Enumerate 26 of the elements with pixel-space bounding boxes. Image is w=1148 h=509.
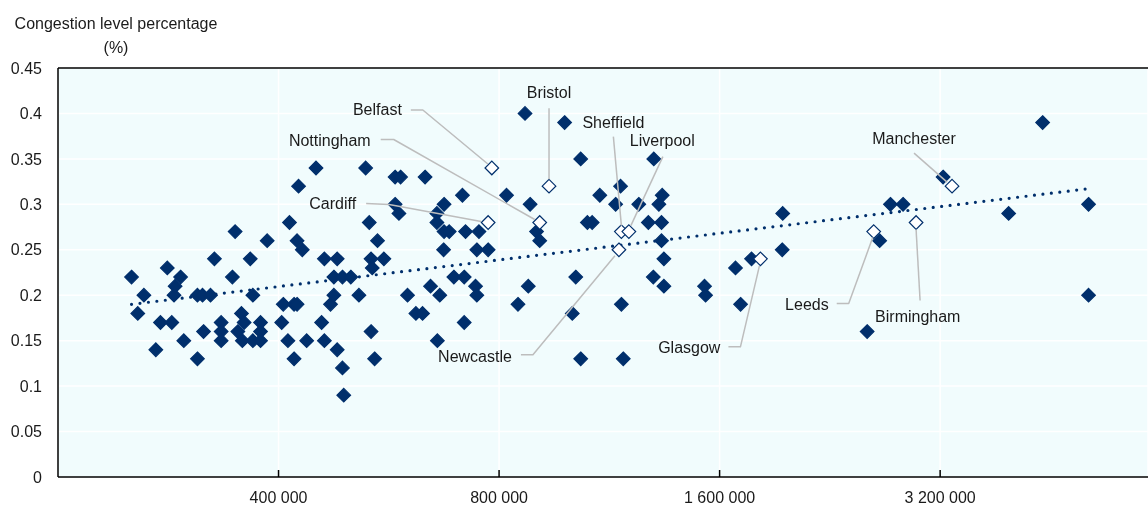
y-tick-label: 0.05 (10, 423, 43, 441)
annotation: Cardiff (309, 195, 357, 213)
x-tick-label: 1 600 000 (684, 488, 756, 506)
annotation: Nottingham (288, 132, 371, 150)
annotation: Manchester (872, 129, 957, 147)
y-tick-label: 0.25 (10, 241, 43, 259)
annotation: Belfast (352, 101, 403, 119)
x-tick-label: 800 000 (470, 488, 529, 506)
annotation: Bristol (526, 83, 572, 101)
y-tick-label: 0 (33, 468, 43, 486)
annotation: Birmingham (875, 308, 961, 326)
y-tick-label: 0.1 (19, 377, 43, 395)
y-tick-label: 0.45 (10, 59, 43, 77)
y-axis-title: Congestion level percentage (%) (14, 14, 218, 56)
y-tick-label: 0.2 (19, 286, 43, 304)
annotation: Leeds (785, 296, 829, 314)
y-tick-label: 0.4 (19, 105, 43, 123)
y-tick-label: 0.3 (19, 196, 43, 214)
annotation: Newcastle (438, 348, 513, 366)
annotation: Sheffield (582, 114, 645, 132)
y-tick-label: 0.35 (10, 150, 43, 168)
x-tick-label: 3 200 000 (904, 488, 976, 506)
y-tick-label: 0.15 (10, 332, 43, 350)
x-tick-label: 400 000 (249, 488, 308, 506)
annotation: Liverpool (629, 132, 695, 150)
annotation: Glasgow (658, 339, 721, 357)
